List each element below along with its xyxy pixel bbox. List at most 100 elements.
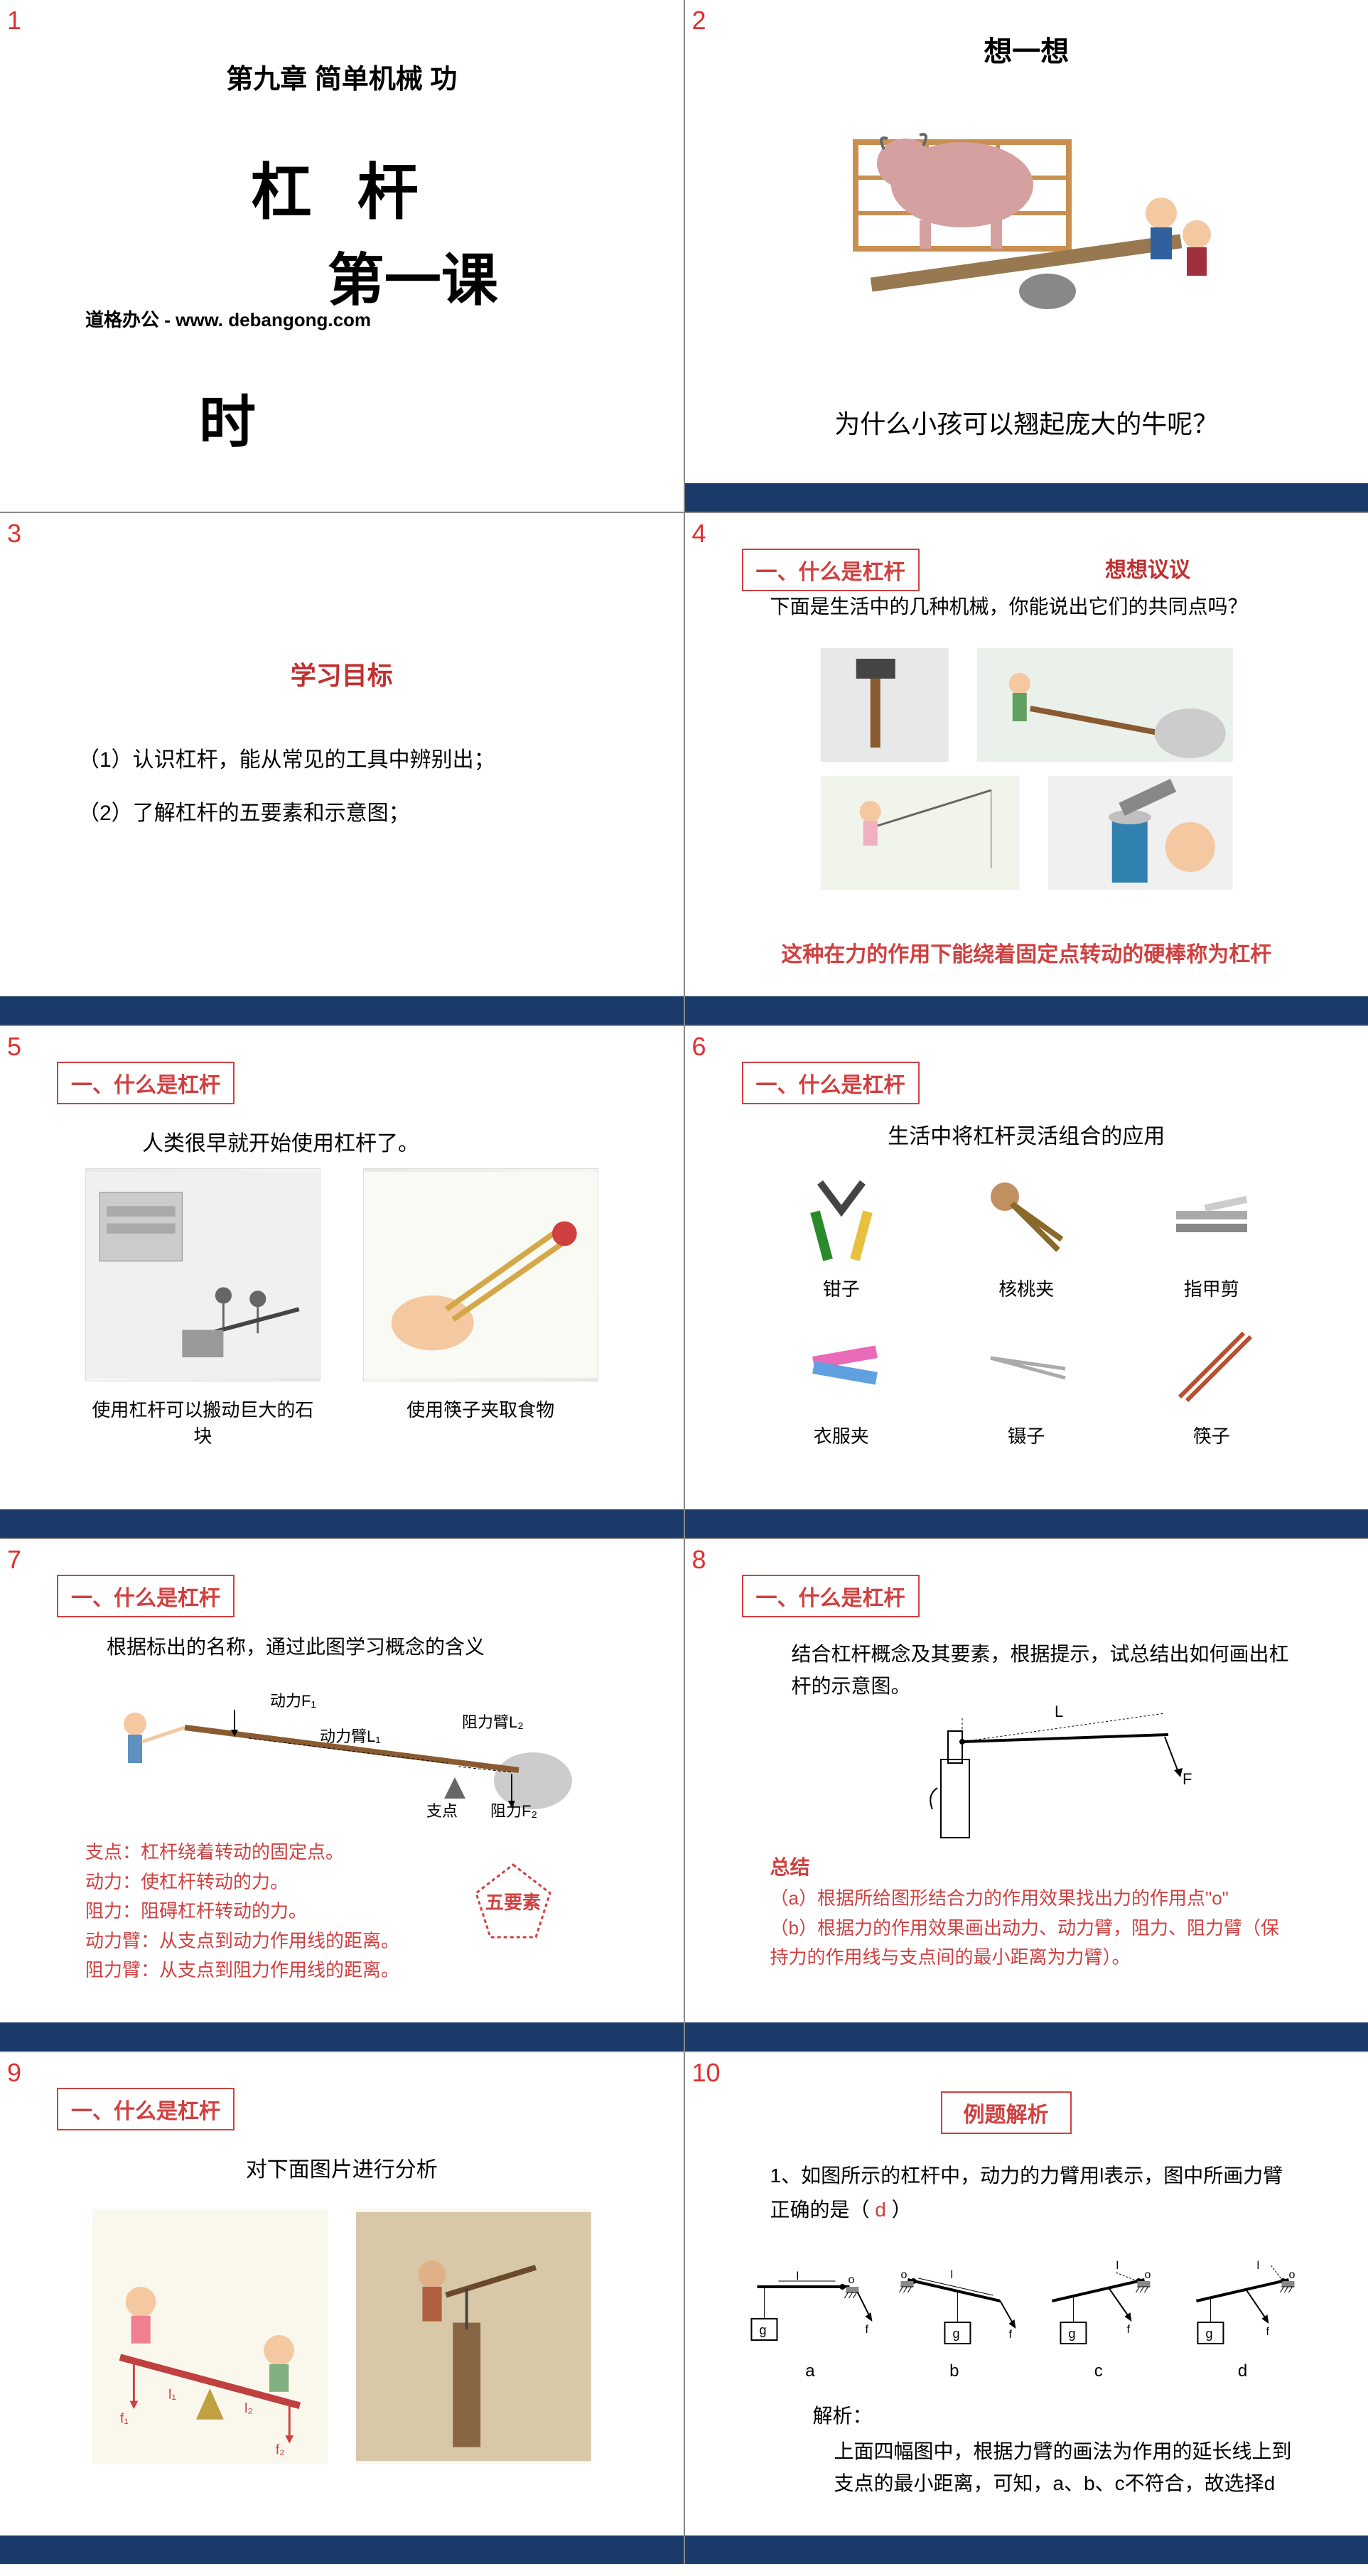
caption-1: 使用杠杆可以搬动巨大的石块 [85,1396,321,1448]
slide-number: 1 [7,6,21,36]
tool-clothespin: 衣服夹 [770,1308,913,1448]
svg-text:动力臂L₁: 动力臂L₁ [320,1728,381,1745]
chopsticks-image [363,1168,598,1381]
section-header: 一、什么是杠杆 [742,1575,920,1617]
svg-text:g: g [1206,2327,1213,2341]
slide-3: 3 学习目标 （1）认识杠杆，能从常见的工具中辨别出； （2）了解杠杆的五要素和… [0,513,684,1025]
svg-text:f₂: f₂ [276,2442,285,2457]
svg-text:l: l [1257,2260,1260,2272]
svg-text:l₁: l₁ [168,2387,176,2403]
question-text: 1、如图所示的杠杆中，动力的力臂用l表示，图中所画力臂正确的是（ d ） [770,2159,1298,2226]
svg-text:阻力F₂: 阻力F₂ [490,1802,537,1820]
svg-text:支点: 支点 [426,1802,458,1820]
footer-bar [685,1509,1368,1538]
svg-text:o: o [901,2269,907,2281]
svg-text:阻力臂L₂: 阻力臂L₂ [462,1713,524,1731]
svg-text:F: F [1183,1770,1192,1788]
image-box-2: 使用筷子夹取食物 [363,1168,598,1448]
slide-number: 10 [692,2058,721,2088]
option-label: a [742,2361,879,2381]
slide-6: 6 一、什么是杠杆 生活中将杠杆灵活组合的应用 钳子 核桃夹 指甲剪 衣服夹 [685,1026,1368,1538]
tool-label: 指甲剪 [1141,1275,1283,1301]
slide-grid: 1 第九章 简单机械 功 杠 杆 第一课 道格办公 - www. debango… [0,0,1368,2564]
history-images: 使用杠杆可以搬动巨大的石块 使用筷子夹取食物 [85,1168,598,1448]
five-elements-badge: 五要素 [470,1859,556,1944]
slide-4: 4 一、什么是杠杆 想想议议 下面是生活中的几种机械，你能说出它们的共同点吗？ [685,513,1368,1025]
option-label: c [1030,2361,1167,2381]
tool-nailclipper: 指甲剪 [1141,1161,1283,1301]
option-label: b [885,2361,1023,2381]
well-pump-image [356,2209,591,2464]
tool-label: 镊子 [955,1422,1098,1448]
objectives-title: 学习目标 [0,655,684,692]
footer-bar [0,1509,684,1538]
slide-number: 7 [7,1545,21,1575]
slide-1: 1 第九章 简单机械 功 杠 杆 第一课 道格办公 - www. debango… [0,0,684,512]
svg-text:L: L [1055,1703,1063,1720]
slide-number: 8 [692,1545,706,1575]
explanation-text: 上面四幅图中，根据力臂的画法为作用的延长线上到支点的最小距离，可知，a、b、c不… [834,2436,1298,2500]
tool-label: 核桃夹 [955,1275,1098,1301]
pump-diagram: L F [898,1703,1218,1845]
chapter-title: 第九章 简单机械 功 [0,57,684,96]
svg-text:f: f [1009,2329,1013,2341]
answer-letter: d [875,2199,886,2221]
slide-number: 2 [692,6,706,36]
svg-text:o: o [1289,2269,1296,2281]
def-effort-arm: 动力臂：从支点到动力作用线的距离。 [85,1926,399,1956]
def-load-arm: 阻力臂：从支点到阻力作用线的距离。 [85,1956,399,1985]
svg-text:l: l [1116,2260,1119,2272]
discuss-label: 想想议议 [1105,552,1190,583]
question-text: 下面是生活中的几种机械，你能说出它们的共同点吗？ [770,591,1248,620]
def-load: 阻力：阻碍杠杆转动的力。 [85,1897,399,1926]
definition-text: 这种在力的作用下能绕着固定点转动的硬棒称为杠杆 [685,937,1368,968]
svg-text:f: f [865,2324,868,2336]
svg-text:g: g [759,2323,766,2337]
tool-nutcracker: 核桃夹 [955,1161,1098,1301]
option-c: o g l f c [1030,2251,1167,2381]
seesaw-image: l₁ l₂ f₁ f₂ [92,2209,328,2464]
section-header: 一、什么是杠杆 [57,1575,235,1617]
footer-bar [685,2022,1368,2051]
slide-number: 9 [7,2058,21,2088]
section-header: 一、什么是杠杆 [57,1062,235,1104]
summary-b: （b）根据力的作用效果画出动力、动力臂，阻力、阻力臂（保持力的作用线与支点间的最… [770,1914,1298,1973]
intro-text: 生活中将杠杆灵活组合的应用 [685,1119,1368,1150]
svg-text:g: g [953,2327,960,2341]
question-text: 为什么小孩可以翘起庞大的牛呢？ [685,404,1368,441]
intro-text: 根据标出的名称，通过此图学习概念的含义 [107,1632,485,1660]
slide-number: 6 [692,1032,706,1062]
svg-text:f₁: f₁ [120,2411,129,2427]
machine-images [792,634,1262,904]
footer-bar [0,2535,684,2564]
slide-10: 10 例题解析 1、如图所示的杠杆中，动力的力臂用l表示，图中所画力臂正确的是（… [685,2052,1368,2564]
def-fulcrum: 支点：杠杆绕着转动的固定点。 [85,1838,399,1868]
analysis-images: l₁ l₂ f₁ f₂ [92,2209,591,2464]
slide-7: 7 一、什么是杠杆 根据标出的名称，通过此图学习概念的含义 动力F₁ 动力臂L₁… [0,1539,684,2051]
tool-label: 筷子 [1141,1422,1283,1448]
objective-2: （2）了解杠杆的五要素和示意图； [78,787,495,840]
example-title: 例题解析 [941,2091,1072,2134]
option-a: o g l f a [742,2251,879,2381]
footer-bar [0,996,684,1025]
slide-number: 4 [692,519,706,549]
slide-2: 2 想一想 [685,0,1368,512]
section-header: 一、什么是杠杆 [742,1062,920,1104]
subtitle-shi: 时 [199,377,256,459]
slide-8: 8 一、什么是杠杆 结合杠杆概念及其要素，根据提示，试总结出如何画出杠杆的示意图… [685,1539,1368,2051]
main-title: 杠 杆 [0,142,684,231]
option-d: o g l f d [1174,2251,1311,2381]
svg-text:f: f [1266,2326,1270,2338]
slide-number: 3 [7,519,21,549]
site-credit: 道格办公 - www. debangong.com [85,306,371,332]
stone-moving-image [85,1168,321,1381]
slide-number: 5 [7,1032,21,1062]
cow-lever-image [813,71,1239,355]
footer-bar [685,996,1368,1025]
caption-2: 使用筷子夹取食物 [363,1396,598,1422]
svg-text:l: l [796,2270,799,2283]
svg-text:f: f [1127,2324,1131,2336]
summary-a: （a）根据所给图形结合力的作用效果找出力的作用点"o" [770,1884,1298,1914]
tool-label: 衣服夹 [770,1422,913,1448]
summary-list: （a）根据所给图形结合力的作用效果找出力的作用点"o" （b）根据力的作用效果画… [770,1884,1298,1973]
